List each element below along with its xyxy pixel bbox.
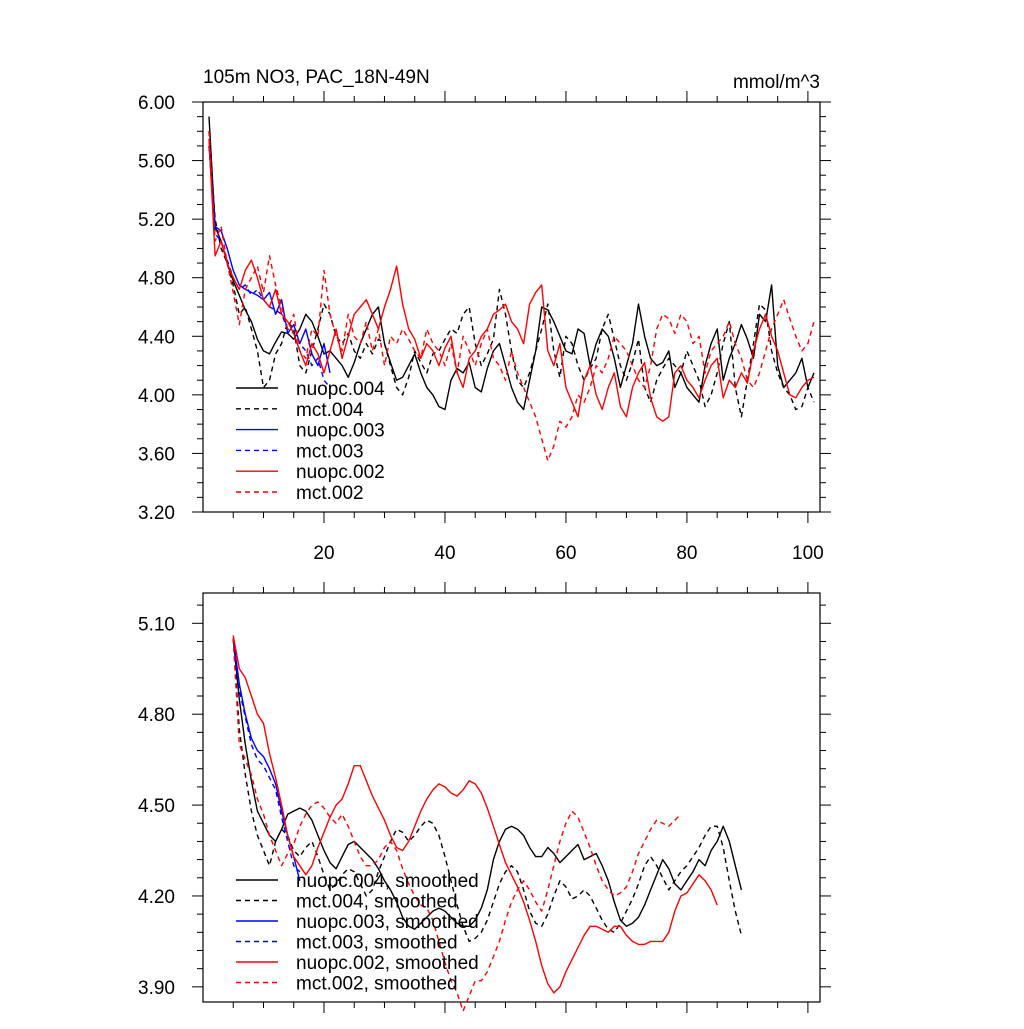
x-tick-label: 20 bbox=[313, 543, 334, 564]
plot-frame bbox=[202, 592, 821, 1003]
y-tick-label: 4.20 bbox=[138, 887, 175, 908]
legend-label: nuopc.003, smoothed bbox=[296, 912, 479, 933]
series-line-nuopc-003 bbox=[208, 145, 331, 374]
legend-label: mct.002, smoothed bbox=[296, 974, 458, 995]
bottom-panel: 3.90 4.20 4.50 4.80 5.10 nuopc.004, smoothed… bbox=[138, 582, 831, 1013]
y-tick-label: 3.20 bbox=[138, 503, 175, 524]
x-tick-label: 40 bbox=[434, 543, 455, 564]
y-tick-label: 4.80 bbox=[138, 705, 175, 726]
series-line-nuopc-004-smoothed bbox=[232, 638, 743, 930]
x-tick-label: 100 bbox=[792, 543, 824, 564]
legend-label: mct.003, smoothed bbox=[296, 933, 458, 954]
x-tick-label: 60 bbox=[555, 543, 576, 564]
series-line-nuopc-004 bbox=[208, 116, 815, 411]
series-line-mct-002-smoothed bbox=[232, 638, 682, 1012]
y-tick-label: 3.60 bbox=[138, 444, 175, 465]
legend-label: nuopc.004 bbox=[296, 379, 385, 400]
legend-label: nuopc.004, smoothed bbox=[296, 871, 479, 892]
y-tick-label: 4.00 bbox=[138, 386, 175, 407]
y-tick-label: 5.60 bbox=[138, 152, 175, 173]
y-tick-label: 6.00 bbox=[138, 93, 175, 114]
legend-label: mct.004, smoothed bbox=[296, 892, 458, 913]
top-panel: 105m NO3, PAC_18N-49N mmol/m^3 3.20 3.60 4… bbox=[138, 67, 831, 564]
legend-label: nuopc.002, smoothed bbox=[296, 953, 479, 974]
series-line-mct-004-smoothed bbox=[232, 638, 743, 943]
series-line-mct-002 bbox=[208, 131, 815, 462]
series-line-nuopc-002-smoothed bbox=[232, 635, 718, 994]
series-line-nuopc-002 bbox=[208, 138, 815, 422]
chart-title: 105m NO3, PAC_18N-49N bbox=[203, 67, 430, 88]
top-legend: nuopc.004mct.004nuopc.003mct.003nuopc.00… bbox=[236, 379, 385, 504]
bottom-axes: 3.90 4.20 4.50 4.80 5.10 bbox=[138, 582, 831, 1013]
bottom-series-lines bbox=[232, 635, 743, 1012]
legend-label: nuopc.002 bbox=[296, 462, 385, 483]
legend-label: mct.003 bbox=[296, 441, 364, 462]
top-series-lines bbox=[208, 116, 815, 462]
y-tick-label: 4.80 bbox=[138, 269, 175, 290]
series-line-mct-003-smoothed bbox=[232, 638, 301, 873]
legend-label: mct.002 bbox=[296, 483, 364, 504]
top-axes: 3.20 3.60 4.00 4.40 4.80 5.20 5.60 6.00 20 40 60 80… bbox=[138, 91, 831, 564]
units-label: mmol/m^3 bbox=[733, 72, 820, 93]
y-tick-label: 4.40 bbox=[138, 327, 175, 348]
y-tick-label: 3.90 bbox=[138, 978, 175, 999]
x-tick-label: 80 bbox=[676, 543, 697, 564]
series-line-mct-004 bbox=[208, 131, 815, 418]
legend-label: nuopc.003 bbox=[296, 421, 385, 442]
legend-label: mct.004 bbox=[296, 400, 364, 421]
y-tick-label: 5.10 bbox=[138, 614, 175, 635]
y-tick-label: 4.50 bbox=[138, 796, 175, 817]
y-tick-label: 5.20 bbox=[138, 210, 175, 231]
